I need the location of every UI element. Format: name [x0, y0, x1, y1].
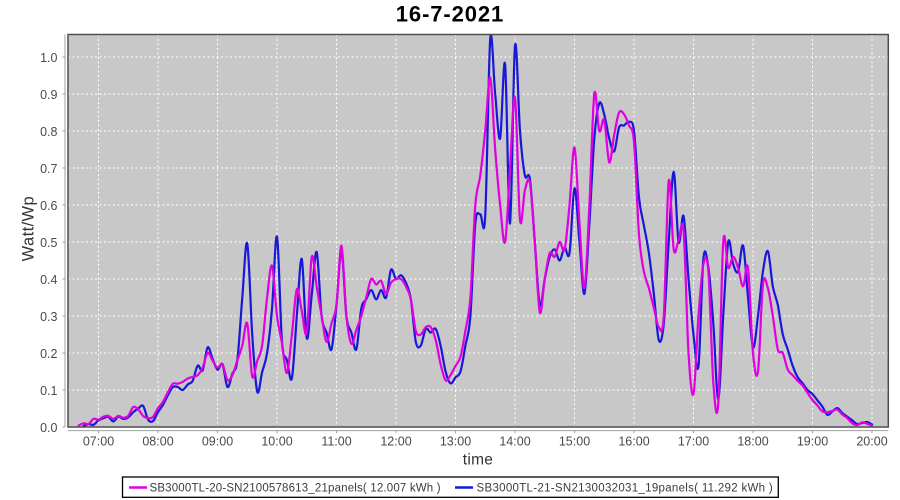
svg-text:12:00: 12:00 — [380, 435, 411, 449]
svg-text:0.1: 0.1 — [40, 384, 57, 398]
svg-text:10:00: 10:00 — [261, 435, 292, 449]
svg-text:09:00: 09:00 — [202, 435, 233, 449]
svg-text:0.3: 0.3 — [40, 310, 57, 324]
svg-text:0.6: 0.6 — [40, 199, 57, 213]
svg-text:15:00: 15:00 — [559, 435, 590, 449]
svg-text:0.8: 0.8 — [40, 125, 57, 139]
svg-text:0.4: 0.4 — [40, 273, 57, 287]
svg-text:SB3000TL-21-SN2130032031_19pan: SB3000TL-21-SN2130032031_19panels( 11.29… — [477, 483, 773, 495]
svg-text:0.0: 0.0 — [40, 421, 57, 435]
svg-text:11:00: 11:00 — [321, 435, 351, 449]
svg-text:08:00: 08:00 — [142, 435, 173, 449]
svg-text:13:00: 13:00 — [440, 435, 471, 449]
svg-text:20:00: 20:00 — [856, 435, 887, 449]
svg-text:0.5: 0.5 — [40, 236, 57, 250]
svg-text:Watt/Wp: Watt/Wp — [20, 196, 38, 261]
svg-text:17:00: 17:00 — [678, 435, 709, 449]
svg-text:07:00: 07:00 — [83, 435, 114, 449]
svg-text:0.2: 0.2 — [40, 347, 57, 361]
svg-text:1.0: 1.0 — [40, 51, 57, 65]
svg-text:18:00: 18:00 — [737, 435, 768, 449]
svg-text:16:00: 16:00 — [618, 435, 649, 449]
svg-text:time: time — [463, 451, 493, 468]
svg-text:19:00: 19:00 — [797, 435, 828, 449]
svg-text:16-7-2021: 16-7-2021 — [396, 1, 504, 26]
svg-text:0.7: 0.7 — [40, 162, 57, 176]
svg-text:SB3000TL-20-SN2100578613_21pan: SB3000TL-20-SN2100578613_21panels( 12.00… — [150, 483, 441, 495]
svg-text:14:00: 14:00 — [499, 435, 530, 449]
svg-text:0.9: 0.9 — [40, 88, 57, 102]
